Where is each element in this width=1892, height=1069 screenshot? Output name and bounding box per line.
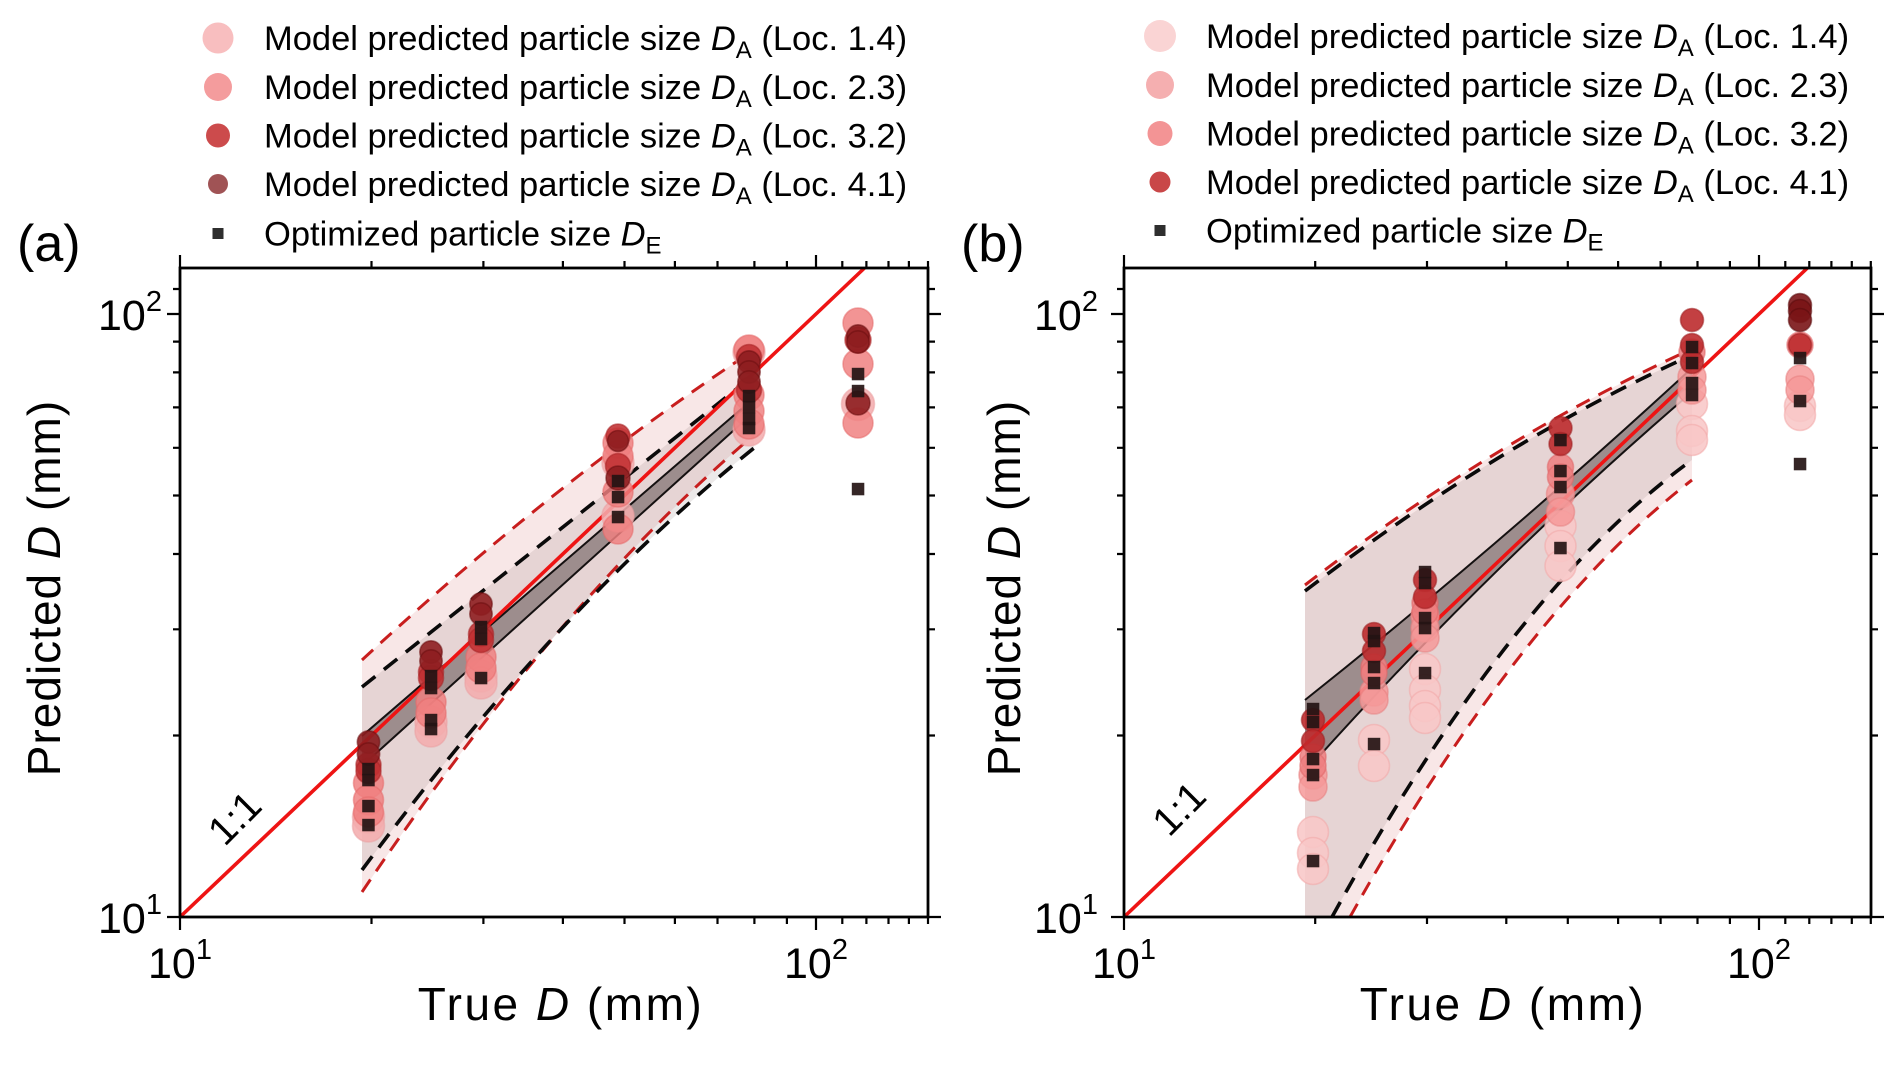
svg-text:Model predicted particle size: Model predicted particle size DA (Loc. 4… bbox=[1206, 164, 1849, 208]
svg-text:Model predicted particle size: Model predicted particle size DA (Loc. 2… bbox=[1206, 67, 1849, 111]
svg-text:Model predicted particle size: Model predicted particle size DA (Loc. 3… bbox=[1206, 116, 1849, 160]
svg-text:Optimized particle size DE: Optimized particle size DE bbox=[264, 216, 662, 260]
svg-text:Model predicted particle size: Model predicted particle size DA (Loc. 2… bbox=[264, 69, 907, 113]
svg-text:True D (mm): True D (mm) bbox=[418, 978, 704, 1030]
svg-text:(a): (a) bbox=[17, 215, 81, 273]
svg-text:Model predicted particle size: Model predicted particle size DA (Loc. 1… bbox=[1206, 18, 1849, 62]
svg-text:Optimized particle size DE: Optimized particle size DE bbox=[1206, 213, 1604, 257]
svg-text:True D (mm): True D (mm) bbox=[1360, 978, 1646, 1030]
svg-text:Model predicted particle size: Model predicted particle size DA (Loc. 3… bbox=[264, 118, 907, 162]
svg-text:(b): (b) bbox=[961, 215, 1025, 273]
svg-text:Model predicted particle size: Model predicted particle size DA (Loc. 1… bbox=[264, 20, 907, 64]
svg-text:Predicted D (mm): Predicted D (mm) bbox=[978, 400, 1030, 776]
svg-text:Predicted D (mm): Predicted D (mm) bbox=[18, 400, 70, 776]
svg-text:Model predicted particle size: Model predicted particle size DA (Loc. 4… bbox=[264, 166, 907, 210]
